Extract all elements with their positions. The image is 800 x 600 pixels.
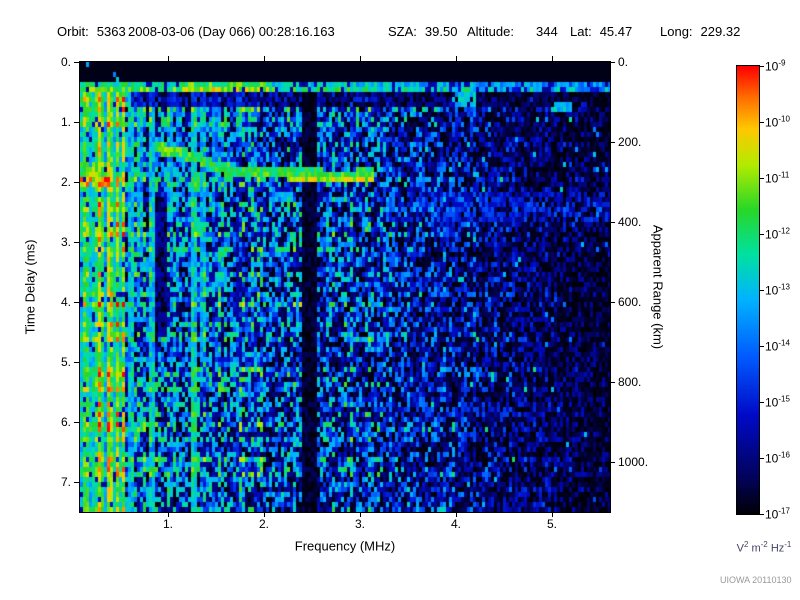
x-tick-mark: [455, 56, 457, 61]
x-axis-title: Frequency (MHz): [294, 538, 396, 554]
x-tick-mark: [167, 512, 169, 517]
header-orbit: Orbit: 5363: [57, 24, 126, 39]
y2-axis-title: Apparent Range (km): [650, 224, 666, 350]
x-tick-label: 3.: [355, 517, 366, 531]
colorbar-tick-mark: [760, 233, 764, 235]
y-tick-label: 0.: [60, 55, 71, 69]
y2-tick-label: 600.: [618, 295, 642, 309]
colorbar-tick-mark: [760, 177, 764, 179]
colorbar-tick-label: 10-12: [765, 226, 790, 242]
header-longitude: Long: 229.32: [660, 24, 740, 39]
colorbar-tick-mark: [760, 401, 764, 403]
y-tick-label: 2.: [60, 175, 71, 189]
y2-tick-label: 1000.: [618, 455, 649, 469]
sza-label: SZA:: [388, 24, 417, 39]
y-tick-mark: [74, 61, 79, 63]
y2-tick-label: 800.: [618, 375, 642, 389]
header-latitude: Lat: 45.47: [570, 24, 632, 39]
y2-tick-mark: [610, 61, 615, 63]
colorbar-tick-label: 10-11: [765, 170, 790, 186]
y-tick-mark: [74, 421, 79, 423]
y-tick-label: 5.: [60, 355, 71, 369]
sza-value: 39.50: [424, 24, 458, 39]
x-tick-mark: [551, 512, 553, 517]
header-datetime: 2008-03-06 (Day 066) 00:28:16.163: [128, 24, 335, 39]
colorbar-tick-label: 10-10: [765, 114, 790, 130]
y2-tick-mark: [610, 221, 615, 223]
colorbar-tick-label: 10-17: [765, 506, 790, 522]
y2-tick-mark: [610, 381, 615, 383]
colorbar-tick-label: 10-15: [765, 394, 790, 410]
lat-label: Lat:: [570, 24, 592, 39]
y2-tick-label: 400.: [618, 215, 642, 229]
x-tick-label: 2.: [259, 517, 270, 531]
altitude-label: Altitude:: [467, 24, 514, 39]
colorbar-tick-mark: [760, 121, 764, 123]
y-tick-label: 4.: [60, 295, 71, 309]
y-tick-label: 6.: [60, 415, 71, 429]
x-tick-mark: [551, 56, 553, 61]
colorbar-tick-label: 10-13: [765, 282, 790, 298]
x-tick-label: 4.: [451, 517, 462, 531]
y2-tick-mark: [610, 141, 615, 143]
x-tick-label: 1.: [163, 517, 174, 531]
orbit-value: 5363: [96, 24, 126, 39]
y-tick-mark: [74, 121, 79, 123]
x-tick-mark: [359, 56, 361, 61]
colorbar-gradient: [737, 66, 759, 514]
colorbar-tick-mark: [760, 513, 764, 515]
y-tick-mark: [74, 181, 79, 183]
x-tick-mark: [263, 512, 265, 517]
long-value: 229.32: [700, 24, 741, 39]
y-tick-mark: [74, 481, 79, 483]
colorbar-tick-mark: [760, 457, 764, 459]
y-tick-label: 1.: [60, 115, 71, 129]
colorbar-tick-mark: [760, 65, 764, 67]
colorbar-tick-mark: [760, 289, 764, 291]
colorbar-tick-label: 10-16: [765, 450, 790, 466]
colorbar-tick-label: 10-14: [765, 338, 790, 354]
header-altitude: Altitude: 344: [467, 24, 558, 39]
credit-text: UIOWA 20110130: [720, 575, 792, 585]
y2-tick-label: 200.: [618, 135, 642, 149]
x-tick-label: 5.: [547, 517, 558, 531]
y-tick-mark: [74, 361, 79, 363]
x-tick-mark: [167, 56, 169, 61]
y-tick-label: 7.: [60, 475, 71, 489]
lat-value: 45.47: [599, 24, 633, 39]
y-tick-label: 3.: [60, 235, 71, 249]
colorbar-tick-label: 10-9: [765, 58, 786, 74]
orbit-label: Orbit:: [57, 24, 89, 39]
spectrogram-canvas: [80, 62, 610, 512]
y2-tick-mark: [610, 301, 615, 303]
x-tick-mark: [455, 512, 457, 517]
colorbar: [736, 65, 760, 515]
y-tick-mark: [74, 301, 79, 303]
y2-tick-label: 0.: [618, 55, 629, 69]
long-label: Long:: [660, 24, 693, 39]
spectrogram-plot: [79, 61, 611, 513]
altitude-value: 344: [535, 24, 558, 39]
y-tick-mark: [74, 241, 79, 243]
colorbar-tick-mark: [760, 345, 764, 347]
header-sza: SZA: 39.50: [388, 24, 457, 39]
y2-tick-mark: [610, 461, 615, 463]
x-tick-mark: [359, 512, 361, 517]
colorbar-unit-label: V2 m-2 Hz-1: [736, 540, 792, 555]
y-axis-title: Time Delay (ms): [22, 239, 38, 335]
x-tick-mark: [263, 56, 265, 61]
